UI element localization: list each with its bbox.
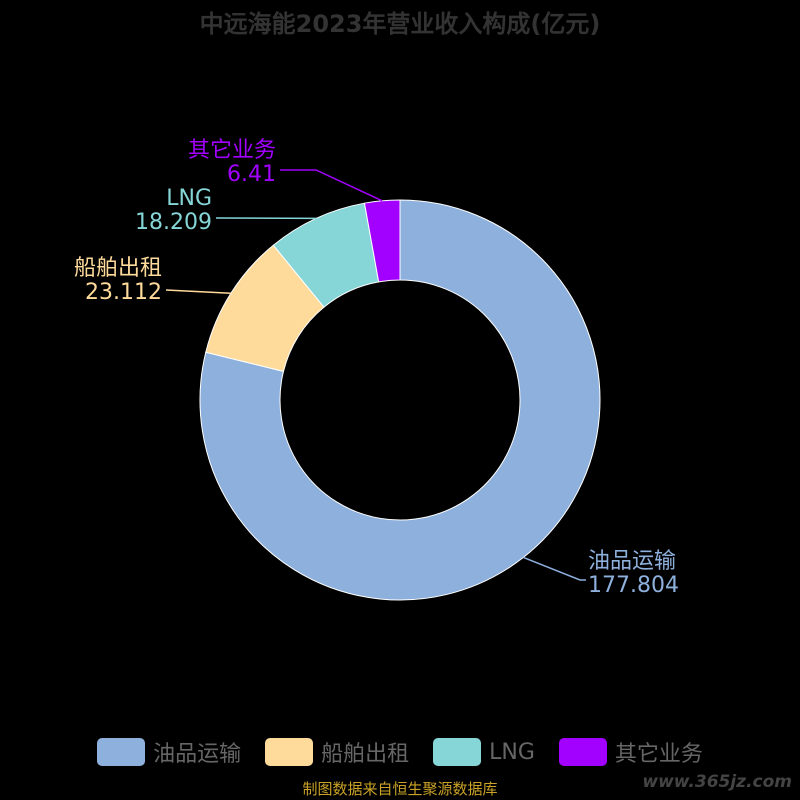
chart-title: 中远海能2023年营业收入构成(亿元) — [199, 10, 601, 38]
legend-label: 船舶出租 — [321, 742, 410, 767]
watermark: www.365jz.com — [642, 772, 792, 792]
legend-swatch — [433, 738, 482, 766]
slice-value-label: 23.112 — [85, 280, 162, 305]
legend-swatch — [265, 738, 314, 766]
legend-swatch — [97, 738, 146, 766]
pie-slice[interactable] — [363, 199, 401, 283]
legend-item-other[interactable]: 其它业务 — [558, 736, 703, 768]
slice-category-label: 船舶出租 — [74, 256, 162, 281]
leader-line — [280, 169, 383, 202]
leader-line — [165, 289, 231, 295]
legend-item-lng[interactable]: LNG — [433, 738, 535, 766]
legend-label: 其它业务 — [614, 742, 703, 767]
pie-slice[interactable] — [199, 199, 601, 601]
slice-category-label: 油品运输 — [588, 549, 676, 574]
legend-swatch — [558, 738, 607, 766]
leader-line — [523, 556, 586, 581]
data-source-note: 制图数据来自恒生聚源数据库 — [302, 780, 498, 798]
slice-value-label: 177.804 — [588, 573, 679, 598]
legend-item-ship-lease[interactable]: 船舶出租 — [265, 736, 409, 768]
slice-category-label: LNG — [166, 186, 212, 211]
slice-value-label: 18.209 — [135, 210, 212, 235]
legend-label: 油品运输 — [153, 742, 242, 767]
legend: 油品运输 船舶出租 LNG 其它业务 — [0, 736, 800, 768]
slice-category-label: 其它业务 — [188, 138, 276, 163]
legend-label: LNG — [489, 739, 535, 765]
slice-value-label: 6.41 — [227, 162, 276, 187]
legend-item-oil[interactable]: 油品运输 — [97, 736, 241, 768]
